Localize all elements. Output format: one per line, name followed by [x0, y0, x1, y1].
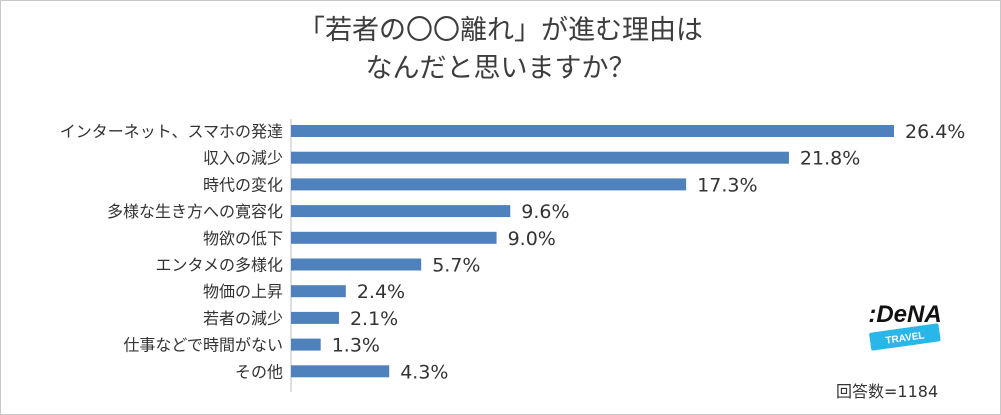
value-labels: 26.4% 21.8% 17.3% 9.6% 9.0% 5.7% 2.4% 2.1% 1.3% 4…: [332, 121, 966, 383]
chart-title-line-2: なんだと思いますか？: [365, 53, 636, 84]
value-label: 2.1%: [350, 308, 398, 330]
category-labels: インターネット、スマホの発達収入の減少時代の変化多様な生き方への寛容化物欲の低下…: [60, 122, 283, 381]
category-label: 仕事などで時間がない: [123, 336, 283, 355]
category-label: 多様な生き方への寛容化: [107, 202, 283, 221]
value-label: 1.3%: [332, 335, 380, 357]
category-label: エンタメの多様化: [155, 256, 283, 275]
chart-title: 「若者の〇〇離れ」が進む理由は なんだと思いますか？: [0, 12, 1001, 88]
category-label: その他: [235, 362, 283, 381]
logo-sub-text: TRAVEL: [885, 330, 925, 346]
category-label: 若者の減少: [203, 309, 283, 328]
category-label: 物欲の低下: [203, 229, 283, 248]
bar: [291, 365, 390, 378]
bars: [291, 125, 894, 378]
value-label: 2.4%: [357, 281, 405, 303]
bar: [291, 258, 422, 271]
respondent-count: 回答数=1184: [836, 382, 939, 401]
category-label: インターネット、スマホの発達: [60, 122, 283, 141]
bar: [291, 311, 339, 324]
bar: [291, 285, 346, 298]
logo-brand-text: :DeNA: [868, 301, 941, 328]
value-label: 26.4%: [905, 121, 965, 143]
logo-badge: [869, 323, 941, 351]
value-label: 4.3%: [400, 361, 448, 383]
category-label: 収入の減少: [203, 149, 283, 168]
bar: [291, 151, 789, 164]
value-label: 17.3%: [697, 174, 757, 196]
bar: [291, 338, 321, 351]
bar: [291, 205, 511, 218]
value-label: 9.0%: [508, 228, 556, 250]
bar: [291, 178, 687, 191]
category-label: 時代の変化: [203, 175, 283, 194]
bar: [291, 231, 497, 244]
chart-title-line-1: 「若者の〇〇離れ」が進む理由は: [298, 15, 703, 46]
value-label: 5.7%: [432, 255, 480, 277]
value-label: 9.6%: [521, 201, 569, 223]
bar: [291, 125, 894, 137]
value-label: 21.8%: [800, 148, 860, 170]
category-label: 物価の上昇: [203, 282, 283, 301]
dena-travel-logo: :DeNA TRAVEL: [868, 301, 942, 351]
